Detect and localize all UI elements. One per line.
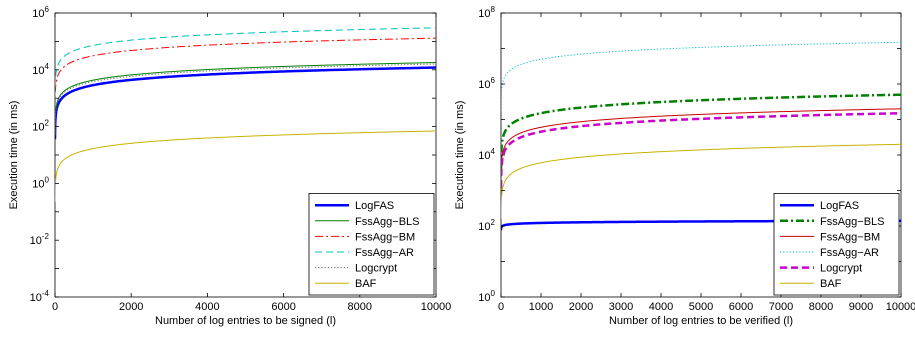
chart-2: 0 1000 2000 3000 4000 5000 6000 7000 8000 9000 100… bbox=[454, 5, 915, 327]
legend-label: LogFAS bbox=[820, 200, 859, 212]
legend-label: FssAgg−BLS bbox=[355, 216, 420, 228]
legend-label: FssAgg−AR bbox=[820, 247, 879, 259]
series-group bbox=[55, 27, 436, 202]
series-line-1 bbox=[55, 66, 436, 140]
series-line-2 bbox=[55, 62, 436, 134]
y-tick-label: 102 bbox=[32, 119, 49, 134]
legend-label: FssAgg−BM bbox=[355, 231, 415, 243]
x-tick-label: 7000 bbox=[769, 301, 793, 313]
y-tick-label: 106 bbox=[478, 76, 495, 91]
y-tick-label: 10-2 bbox=[30, 232, 50, 247]
legend-label: FssAgg−BLS bbox=[820, 216, 885, 228]
x-axis-title: Number of log entries to be verified (l) bbox=[609, 315, 793, 327]
series-line-1 bbox=[501, 219, 901, 231]
legend: LogFAS FssAgg−BLS FssAgg−BM FssAgg−AR Logcry… bbox=[308, 192, 435, 296]
x-tick-label: 0 bbox=[52, 301, 58, 313]
y-tick-label: 104 bbox=[32, 62, 49, 77]
y-tick-label: 10-4 bbox=[30, 289, 50, 304]
y-tick-label: 100 bbox=[478, 289, 495, 304]
legend-label: FssAgg−BM bbox=[820, 231, 880, 243]
x-tick-label: 9000 bbox=[849, 301, 873, 313]
series-line-5 bbox=[501, 112, 901, 189]
legend-label: FssAgg−AR bbox=[355, 247, 414, 259]
x-tick-label: 3000 bbox=[609, 301, 633, 313]
series-line-6 bbox=[501, 143, 901, 219]
legend-box bbox=[773, 192, 900, 296]
x-tick-label: 6000 bbox=[271, 301, 295, 313]
y-tick-label: 106 bbox=[32, 5, 49, 20]
x-axis-title: Number of log entries to be signed (l) bbox=[155, 315, 336, 327]
series-line-4 bbox=[55, 27, 436, 99]
series-line-6 bbox=[55, 130, 436, 202]
legend-label: LogFAS bbox=[355, 200, 394, 212]
x-tick-label: 2000 bbox=[119, 301, 143, 313]
y-tick-label: 108 bbox=[478, 5, 495, 20]
series-line-5 bbox=[55, 63, 436, 135]
series-group bbox=[501, 41, 901, 231]
x-tick-label: 2000 bbox=[569, 301, 593, 313]
x-tick-label: 5000 bbox=[689, 301, 713, 313]
x-tick-label: 10000 bbox=[421, 301, 452, 313]
y-axis-title: Execution time (in ms) bbox=[8, 101, 20, 210]
x-tick-label: 6000 bbox=[729, 301, 753, 313]
series-line-4 bbox=[501, 41, 901, 111]
legend-box bbox=[308, 192, 435, 296]
x-tick-label: 8000 bbox=[809, 301, 833, 313]
y-tick-label: 102 bbox=[478, 218, 495, 233]
series-line-3 bbox=[55, 37, 436, 110]
x-tick-label: 10000 bbox=[886, 301, 915, 313]
legend-label: Logcrypt bbox=[355, 263, 397, 275]
x-tick-label: 0 bbox=[498, 301, 504, 313]
chart-1: 0 2000 4000 6000 8000 10000 10-4 10-2 100 102 104 1… bbox=[8, 5, 451, 327]
y-tick-label: 100 bbox=[32, 175, 49, 190]
x-tick-label: 8000 bbox=[348, 301, 372, 313]
y-axis-title: Execution time (in ms) bbox=[454, 101, 466, 210]
x-tick-label: 4000 bbox=[195, 301, 219, 313]
x-tick-label: 4000 bbox=[649, 301, 673, 313]
series-line-2 bbox=[501, 93, 901, 170]
y-tick-label: 104 bbox=[478, 147, 495, 162]
legend-label: Logcrypt bbox=[820, 263, 862, 275]
x-tick-label: 1000 bbox=[529, 301, 553, 313]
legend: LogFAS FssAgg−BLS FssAgg−BM FssAgg−AR Logcry… bbox=[773, 192, 900, 296]
legend-label: BAF bbox=[820, 278, 842, 290]
series-line-3 bbox=[501, 108, 901, 184]
legend-label: BAF bbox=[355, 278, 377, 290]
